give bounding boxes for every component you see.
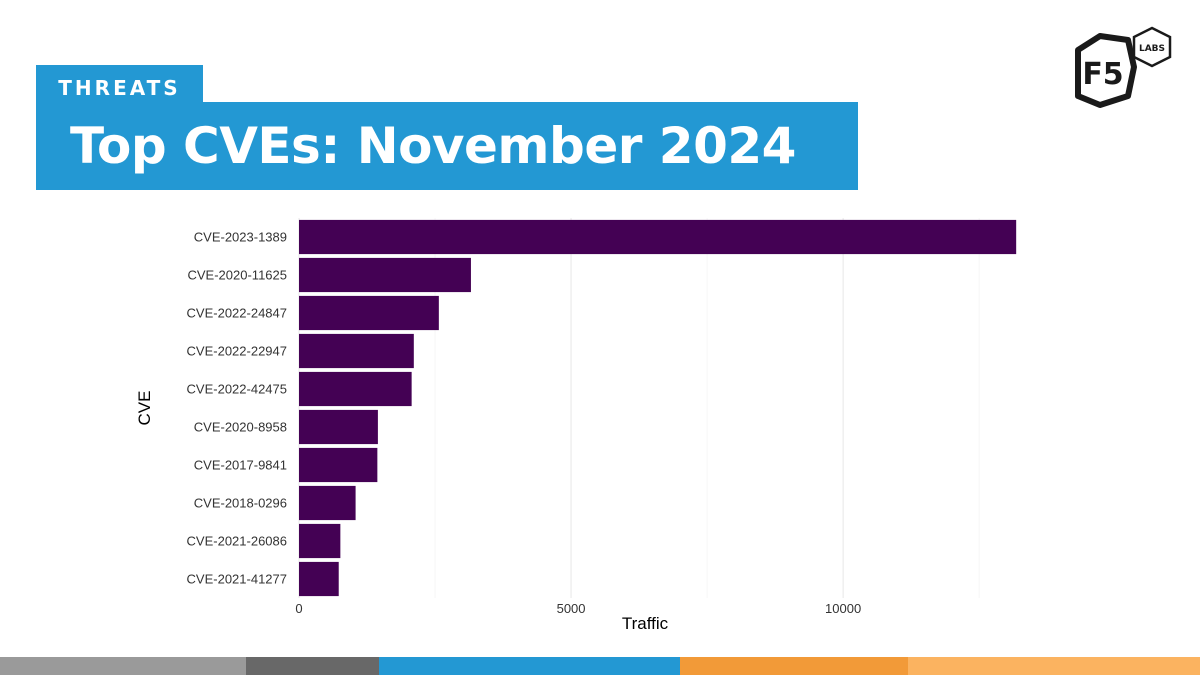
x-tick-labels: 0 5000 10000 — [295, 601, 861, 616]
y-tick-labels: CVE-2023-1389 CVE-2020-11625 CVE-2022-2484… — [187, 230, 287, 587]
bars — [299, 219, 1017, 597]
bar — [299, 371, 412, 407]
footer-segment-2 — [246, 657, 379, 675]
footer-segment-5 — [908, 657, 1200, 675]
y-tick-label: CVE-2017-9841 — [194, 458, 287, 473]
x-axis-label: Traffic — [622, 614, 669, 633]
cve-bar-chart: CVE-2023-1389 CVE-2020-11625 CVE-2022-2484… — [135, 218, 1017, 633]
y-tick-label: CVE-2018-0296 — [194, 496, 287, 511]
y-tick-label: CVE-2021-26086 — [187, 534, 287, 549]
footer-color-bar — [0, 657, 1200, 675]
category-tab: THREATS — [36, 65, 203, 105]
footer-segment-1 — [0, 657, 246, 675]
y-tick-label: CVE-2022-42475 — [187, 382, 287, 397]
logo-sub: LABS — [1139, 44, 1165, 54]
bar — [299, 257, 471, 293]
bar — [299, 333, 414, 369]
bar — [299, 409, 378, 445]
y-tick-label: CVE-2023-1389 — [194, 230, 287, 245]
x-tick-label: 10000 — [825, 601, 861, 616]
y-axis-label: CVE — [135, 391, 154, 426]
y-tick-label: CVE-2022-22947 — [187, 344, 287, 359]
bar — [299, 295, 439, 331]
x-tick-label: 5000 — [557, 601, 586, 616]
labs-hexagon-icon — [1132, 26, 1172, 68]
logo-brand: F5 — [1082, 57, 1123, 92]
footer-segment-3 — [379, 657, 680, 675]
page-title: Top CVEs: November 2024 — [36, 102, 858, 190]
y-tick-label: CVE-2021-41277 — [187, 572, 287, 587]
y-tick-label: CVE-2020-8958 — [194, 420, 287, 435]
footer-segment-4 — [680, 657, 908, 675]
bar — [299, 219, 1017, 255]
f5-labs-logo: F5 LABS — [1075, 26, 1172, 108]
bar — [299, 485, 356, 521]
bar — [299, 561, 339, 597]
hexagon-icon — [1075, 33, 1137, 108]
bar — [299, 447, 378, 483]
y-tick-label: CVE-2020-11625 — [188, 268, 288, 283]
x-tick-label: 0 — [295, 601, 302, 616]
y-tick-label: CVE-2022-24847 — [187, 306, 287, 321]
bar — [299, 523, 341, 559]
